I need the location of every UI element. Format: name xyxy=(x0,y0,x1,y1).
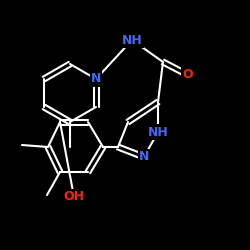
Text: O: O xyxy=(183,68,193,82)
Text: N: N xyxy=(91,72,101,86)
Text: OH: OH xyxy=(64,190,84,203)
Text: NH: NH xyxy=(122,34,142,46)
Text: NH: NH xyxy=(148,126,169,138)
Text: N: N xyxy=(139,150,149,164)
